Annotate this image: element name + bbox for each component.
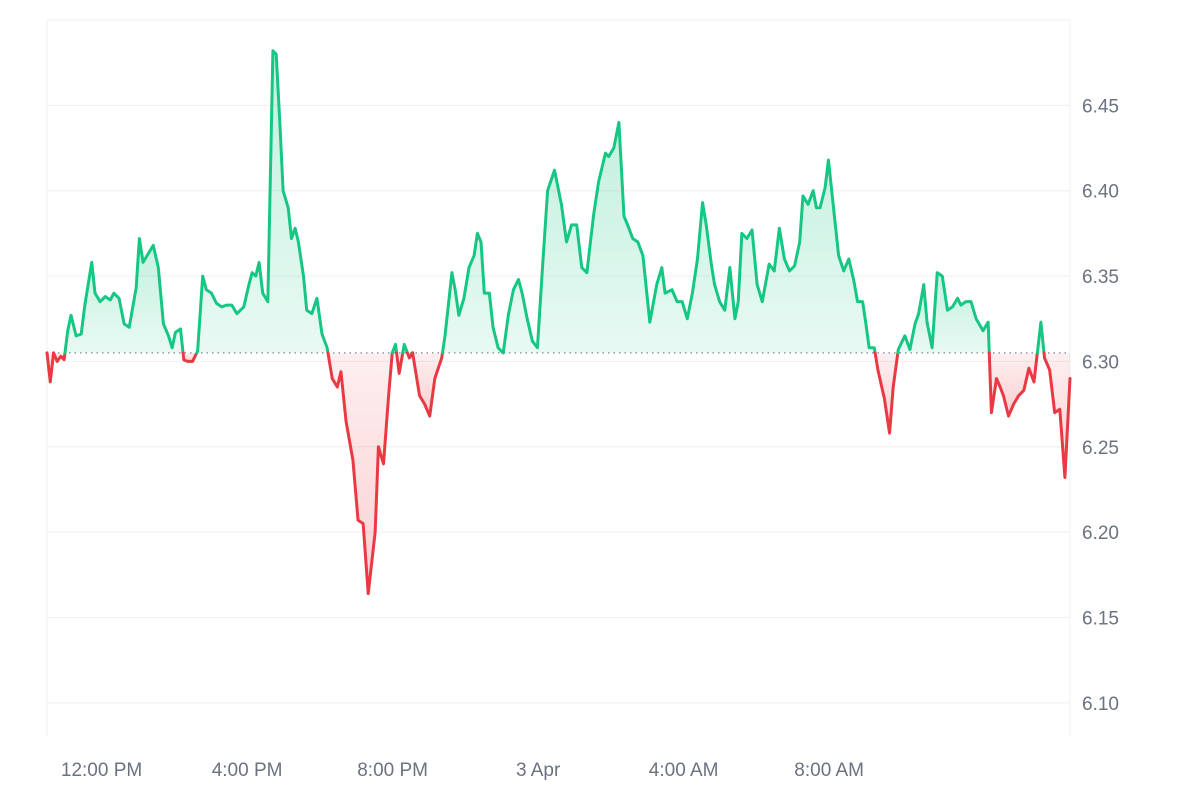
- price-line-below-baseline: [181, 351, 199, 363]
- price-line-above-baseline: [896, 271, 991, 355]
- price-line-below-baseline: [45, 351, 56, 384]
- area-fill-above-baseline: [64, 238, 184, 353]
- x-tick-label: 12:00 PM: [61, 760, 142, 781]
- price-line-below-baseline: [1042, 351, 1072, 480]
- y-tick-label: 6.40: [1082, 182, 1119, 203]
- y-tick-label: 6.35: [1082, 267, 1119, 288]
- x-tick-label: 3 Apr: [516, 760, 561, 781]
- y-tick-label: 6.20: [1082, 523, 1119, 544]
- area-fill-above-baseline: [442, 122, 876, 353]
- y-tick-label: 6.15: [1082, 609, 1119, 630]
- y-tick-label: 6.45: [1082, 96, 1119, 117]
- price-lines: [45, 49, 1072, 596]
- price-line-below-baseline: [52, 351, 67, 363]
- x-tick-label: 4:00 AM: [649, 760, 719, 781]
- price-line-above-baseline: [1035, 320, 1046, 355]
- y-tick-label: 6.30: [1082, 352, 1119, 373]
- price-area-fills: [47, 50, 1070, 594]
- y-tick-label: 6.25: [1082, 438, 1119, 459]
- price-line-above-baseline: [440, 120, 877, 355]
- price-line-below-baseline: [326, 351, 394, 596]
- area-fill-below-baseline: [875, 352, 898, 434]
- price-line-above-baseline: [63, 237, 185, 355]
- area-fill-below-baseline: [989, 352, 1038, 417]
- x-tick-label: 8:00 AM: [794, 760, 864, 781]
- price-line-above-baseline: [390, 342, 399, 355]
- x-tick-label: 4:00 PM: [212, 760, 283, 781]
- price-line-below-baseline: [411, 351, 444, 418]
- price-line-above-baseline: [195, 49, 330, 355]
- x-axis-labels: 12:00 PM 4:00 PM 8:00 PM 3 Apr 4:00 AM 8:00 A…: [61, 760, 864, 781]
- area-fill-below-baseline: [327, 352, 393, 594]
- price-line-below-baseline: [987, 351, 1039, 418]
- y-tick-label: 6.10: [1082, 694, 1119, 715]
- price-line-above-baseline: [401, 342, 409, 355]
- price-line-below-baseline: [395, 351, 405, 375]
- area-fill-above-baseline: [196, 50, 328, 353]
- y-axis-labels: 6.10 6.15 6.20 6.25 6.30 6.35 6.40 6.45: [1082, 96, 1119, 715]
- area-fill-above-baseline: [897, 272, 990, 353]
- price-line-below-baseline: [873, 351, 900, 435]
- x-tick-label: 8:00 PM: [357, 760, 428, 781]
- area-fill-below-baseline: [412, 352, 443, 417]
